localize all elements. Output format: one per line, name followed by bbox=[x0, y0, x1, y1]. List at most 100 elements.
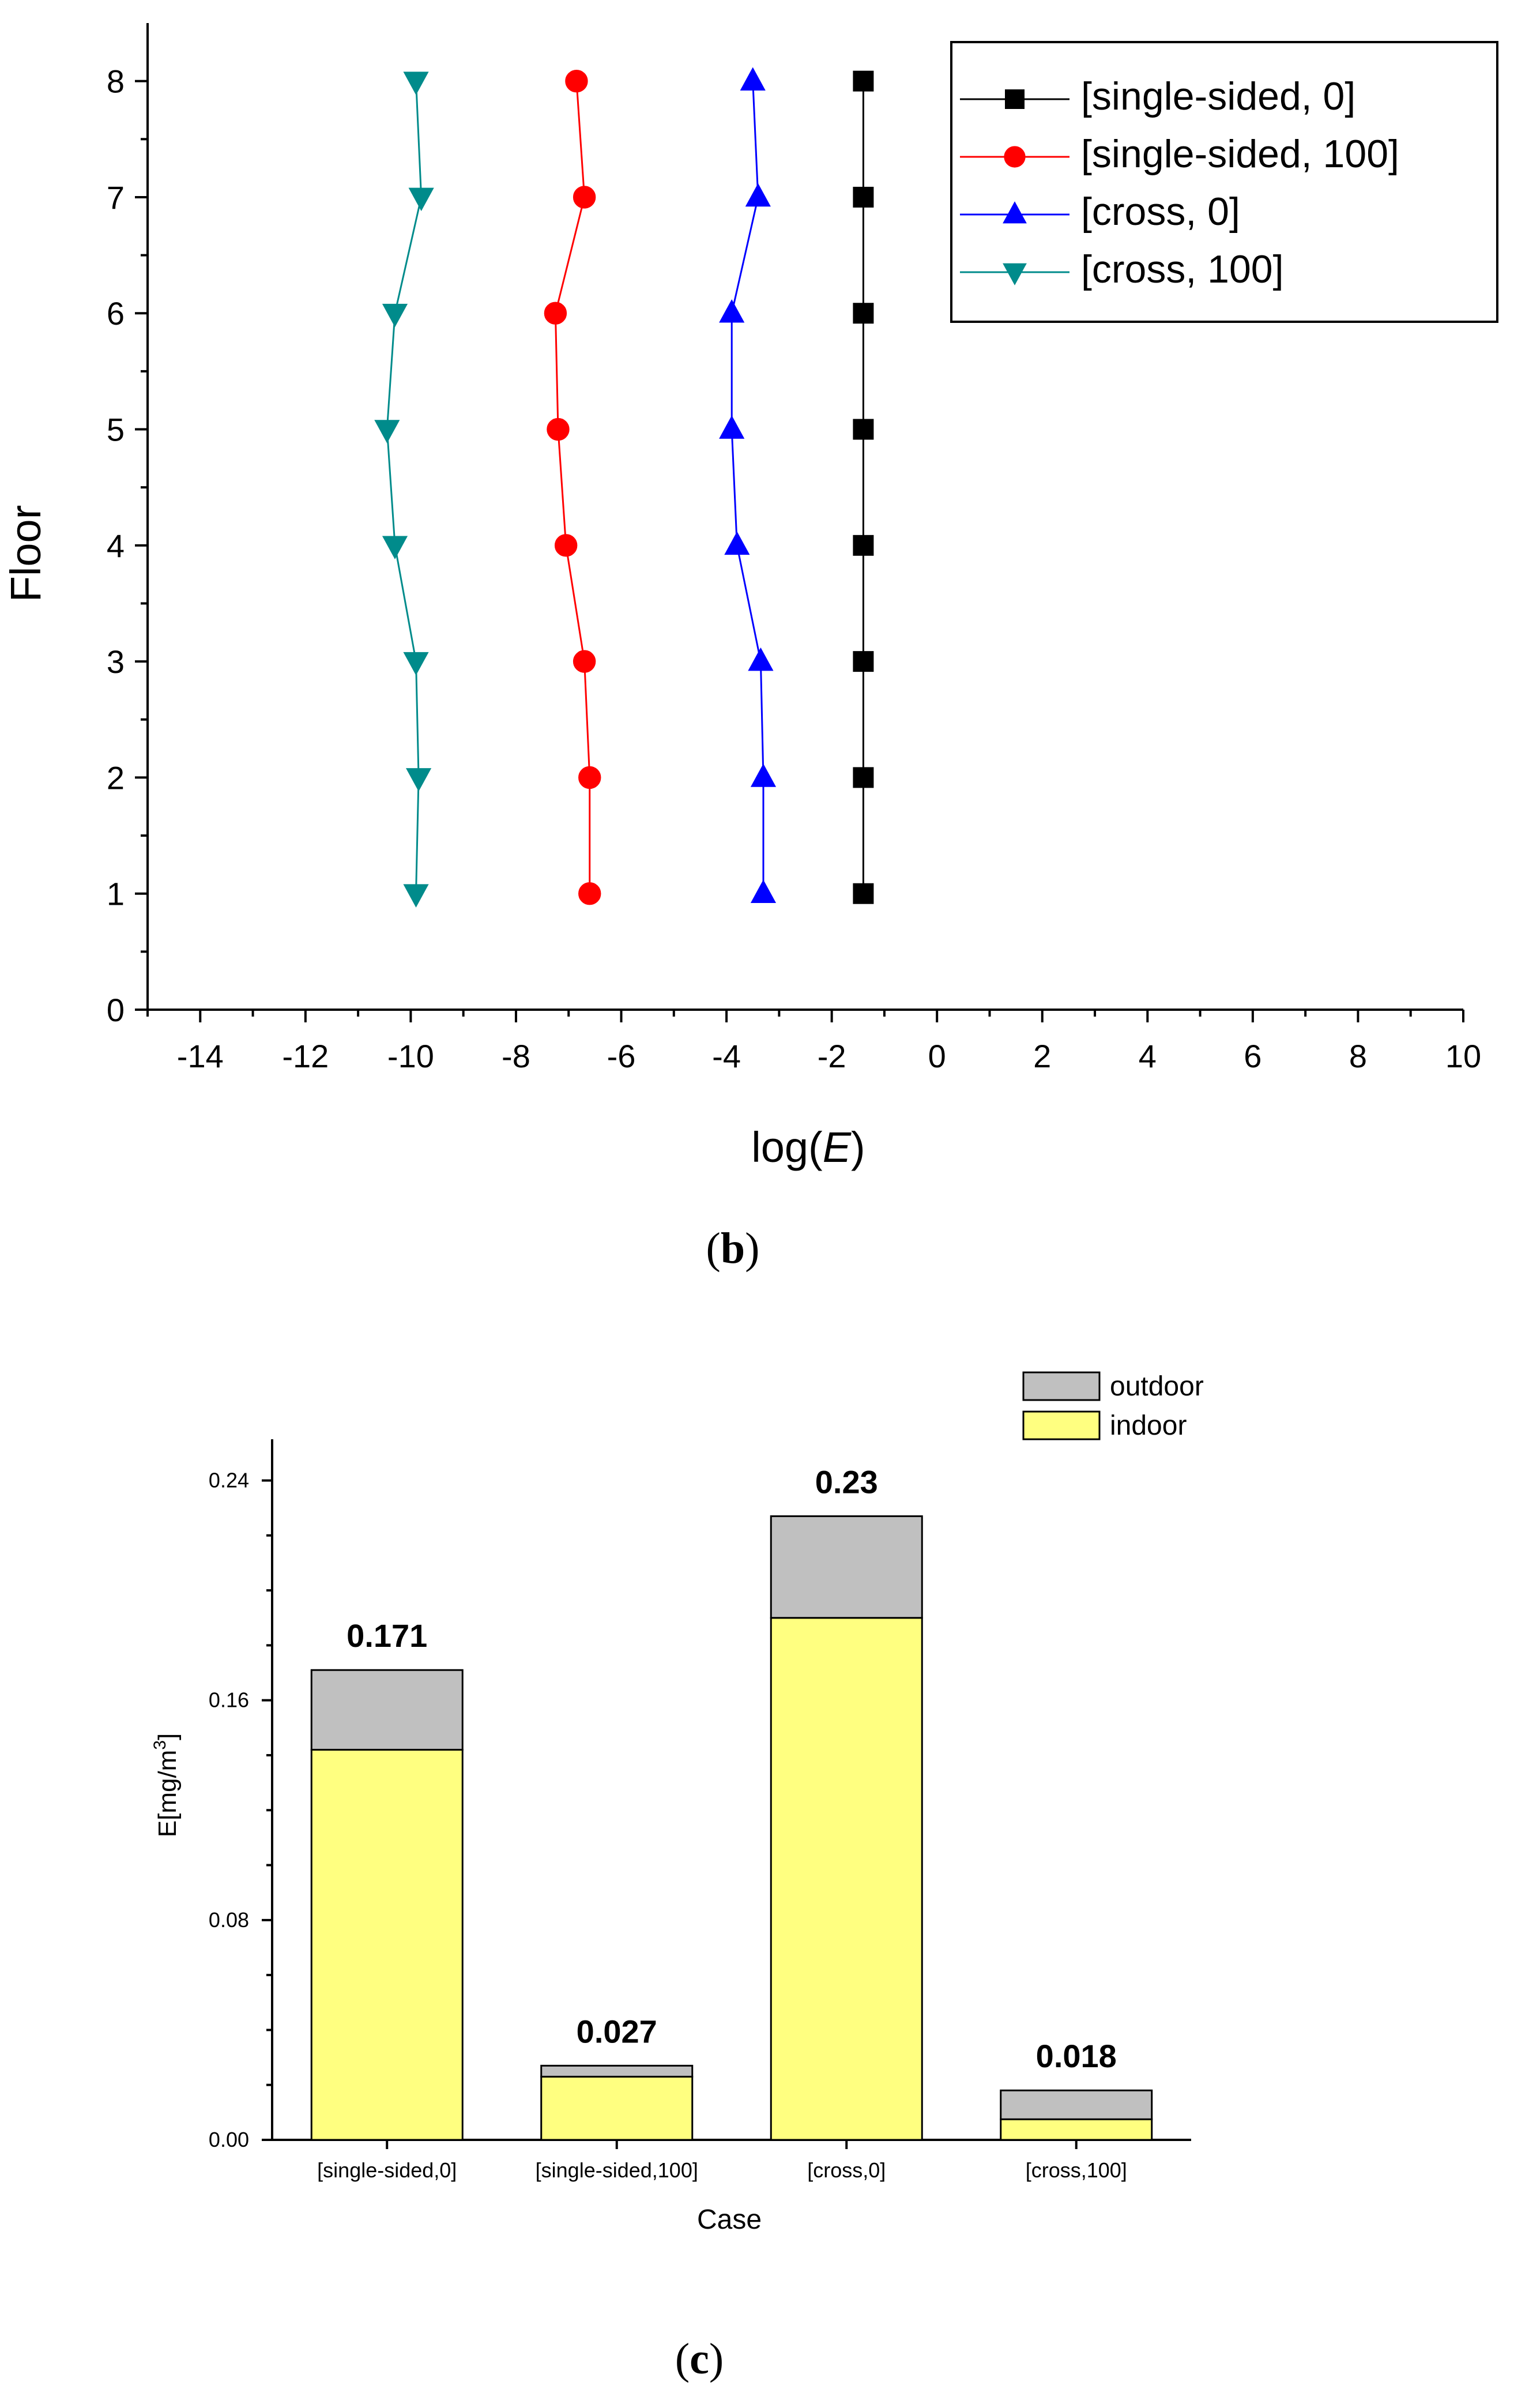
bar-segment-outdoor bbox=[770, 1515, 923, 1619]
line-chart-x-tick-label: -4 bbox=[712, 1038, 741, 1074]
bar-segment-indoor bbox=[1000, 2118, 1153, 2141]
bar-chart-y-tick-label: 0.08 bbox=[209, 1908, 249, 1932]
data-point-triangle-down bbox=[374, 420, 400, 443]
panel-label-letter: c bbox=[690, 2335, 709, 2383]
data-point-triangle-down bbox=[403, 72, 429, 95]
series-line-triangle-up bbox=[730, 81, 764, 894]
line-chart-legend: [single-sided, 0] [single-sided, 100] [cro… bbox=[950, 41, 1498, 323]
legend-label: [cross, 0] bbox=[1081, 190, 1240, 234]
bar-total-label: 0.027 bbox=[577, 2013, 657, 2049]
bar-chart-y-axis-label: E[mg/m3] bbox=[150, 1733, 182, 1838]
data-point-triangle-up bbox=[750, 763, 777, 787]
data-point-triangle-up bbox=[750, 879, 777, 904]
bar-segment-outdoor bbox=[310, 1669, 464, 1751]
line-chart-x-tick-label: 6 bbox=[1244, 1038, 1261, 1074]
line-chart-y-tick-label: 6 bbox=[107, 295, 125, 332]
line-chart-x-tick-label: 0 bbox=[928, 1038, 946, 1074]
line-chart-x-tick-label: -6 bbox=[607, 1038, 636, 1074]
series-line-circle bbox=[554, 81, 591, 894]
data-point-circle bbox=[578, 882, 601, 905]
data-point-triangle-up bbox=[745, 183, 771, 207]
data-point-square bbox=[853, 651, 874, 672]
line-chart-y-axis-label: Floor bbox=[2, 505, 50, 603]
data-point-triangle-up bbox=[740, 67, 766, 91]
data-point-square bbox=[853, 186, 874, 208]
data-point-circle bbox=[573, 186, 596, 209]
legend-marker-circle bbox=[1004, 146, 1026, 168]
line-chart-y-tick-label: 0 bbox=[107, 992, 125, 1028]
line-chart-y-tick-label: 8 bbox=[107, 63, 125, 100]
bar-category-label: [cross,0] bbox=[807, 2158, 886, 2182]
line-chart-x-axis-label: log(E) bbox=[751, 1123, 865, 1171]
legend-marker-triangle-down bbox=[1003, 263, 1027, 285]
legend-label: [cross, 100] bbox=[1081, 247, 1284, 291]
legend-swatch-indoor bbox=[1022, 1410, 1101, 1440]
bar-segment-indoor bbox=[310, 1748, 464, 2141]
line-chart-y-tick-label: 5 bbox=[107, 412, 125, 448]
line-chart-y-tick-label: 1 bbox=[107, 876, 125, 912]
legend-marker-triangle-up bbox=[1003, 201, 1027, 224]
data-point-circle bbox=[573, 650, 596, 673]
data-point-triangle-down bbox=[382, 303, 408, 328]
bar-chart-y-axis-label-main: E[mg/m bbox=[153, 1750, 182, 1838]
data-point-circle bbox=[578, 766, 601, 789]
x-label-suffix: ) bbox=[851, 1123, 865, 1171]
bar-category-label: [single-sided,100] bbox=[536, 2158, 698, 2182]
line-chart-x-tick-label: 4 bbox=[1139, 1038, 1157, 1074]
line-chart-legend-box bbox=[950, 41, 1498, 323]
line-chart-x-tick-label: -14 bbox=[177, 1038, 224, 1074]
panel-label-open: ( bbox=[675, 2335, 690, 2383]
bar-chart-y-axis-label-end: ] bbox=[153, 1733, 182, 1740]
bar-chart-legend: outdoor indoor bbox=[1022, 1371, 1204, 1441]
bar-category-label: [cross,100] bbox=[1026, 2158, 1127, 2182]
data-point-triangle-up bbox=[719, 415, 745, 439]
line-chart-x-tick-label: -2 bbox=[818, 1038, 846, 1074]
data-point-triangle-up bbox=[719, 299, 745, 323]
data-point-triangle-down bbox=[382, 536, 408, 560]
legend-label: [single-sided, 100] bbox=[1081, 132, 1399, 176]
bar-total-label: 0.018 bbox=[1036, 2038, 1117, 2074]
bar-chart-y-tick-label: 0.00 bbox=[209, 2128, 249, 2151]
panel-label-close: ) bbox=[709, 2335, 724, 2383]
bar-chart-panel: 0.00 0.08 0.16 0.24 E[mg/m3] Case [single-s… bbox=[150, 1371, 1204, 2383]
data-point-square bbox=[853, 70, 874, 92]
x-label-prefix: log( bbox=[751, 1123, 823, 1171]
line-chart-y-tick-label: 4 bbox=[107, 528, 125, 564]
data-point-circle bbox=[554, 534, 578, 557]
bar-segment-indoor bbox=[540, 2075, 694, 2141]
legend-marker-square bbox=[1005, 89, 1025, 109]
bar-segment-outdoor bbox=[1000, 2089, 1153, 2120]
legend-swatch-outdoor bbox=[1022, 1371, 1101, 1401]
legend-label-outdoor: outdoor bbox=[1110, 1371, 1204, 1402]
panel-label-close: ) bbox=[745, 1224, 759, 1273]
bar-chart-x-axis-label: Case bbox=[697, 2204, 762, 2235]
bar-segment-outdoor bbox=[540, 2064, 694, 2078]
bar-category-label: [single-sided,0] bbox=[317, 2158, 457, 2182]
line-chart-y-tick-label: 7 bbox=[107, 179, 125, 216]
bar-chart-y-tick-label: 0.24 bbox=[209, 1468, 249, 1492]
data-point-triangle-down bbox=[403, 884, 429, 908]
bar-total-label: 0.23 bbox=[815, 1463, 878, 1500]
bar-total-label: 0.171 bbox=[347, 1617, 427, 1654]
data-point-square bbox=[853, 535, 874, 556]
data-point-circle bbox=[544, 302, 567, 325]
legend-label-indoor: indoor bbox=[1110, 1410, 1187, 1441]
x-label-variable: E bbox=[823, 1123, 852, 1171]
data-point-circle bbox=[565, 69, 588, 93]
data-point-triangle-up bbox=[748, 647, 774, 671]
line-chart-x-tick-label: -10 bbox=[387, 1038, 434, 1074]
line-chart-y-tick-label: 3 bbox=[107, 644, 125, 680]
data-point-square bbox=[853, 303, 874, 324]
data-point-square bbox=[853, 883, 874, 904]
series-line-triangle-down bbox=[386, 81, 423, 894]
legend-label: [single-sided, 0] bbox=[1081, 74, 1355, 118]
bar-chart-y-axis-label-sup: 3 bbox=[150, 1740, 170, 1750]
line-chart-panel-label: (b) bbox=[706, 1224, 760, 1273]
data-point-square bbox=[853, 767, 874, 788]
data-point-circle bbox=[547, 417, 570, 441]
line-chart-x-tick-label: -8 bbox=[502, 1038, 530, 1074]
line-chart-x-tick-label: 2 bbox=[1033, 1038, 1051, 1074]
bar-segment-indoor bbox=[770, 1617, 923, 2141]
data-point-triangle-down bbox=[403, 652, 429, 676]
